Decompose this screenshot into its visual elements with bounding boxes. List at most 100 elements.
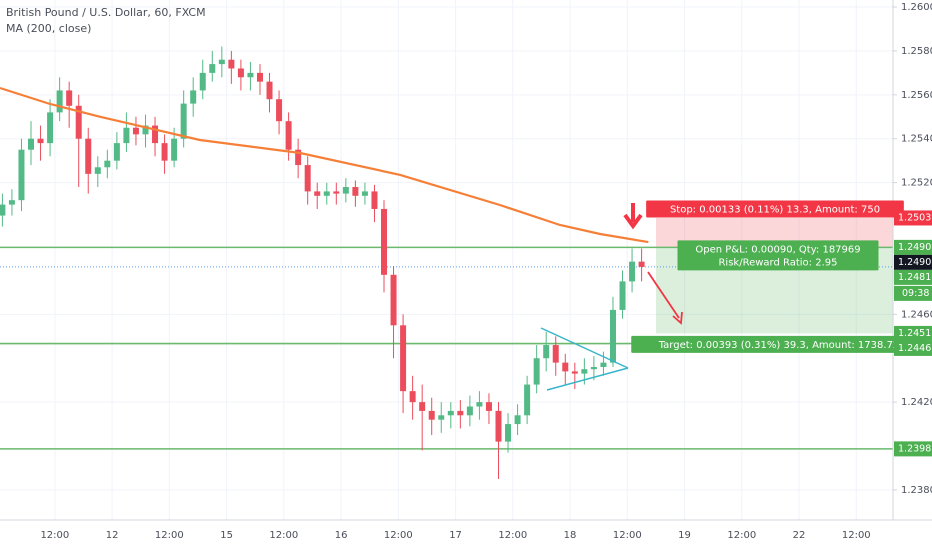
candle-body [237, 68, 244, 78]
ma-line [0, 86, 649, 244]
candle-body [466, 406, 473, 416]
label-box [631, 335, 927, 353]
candle-body [285, 121, 292, 150]
marker-arrow-head [623, 213, 643, 230]
candle-body [409, 391, 416, 403]
triangle-line [540, 327, 629, 369]
x-tick-label: 12:00 [384, 530, 413, 541]
position-label: Open P&L: 0.00090, Qty: 187969 Risk/Rewar… [677, 240, 879, 271]
drawings [540, 203, 683, 391]
candle-body [476, 402, 483, 407]
candle-body [304, 165, 311, 192]
candle-body [505, 424, 512, 442]
candle-body [132, 127, 139, 135]
candle-body [323, 191, 330, 196]
candle-body [218, 59, 225, 65]
candle-body [199, 72, 206, 91]
price-badge-label: 1.23987 [898, 443, 932, 454]
candle-body [638, 261, 645, 267]
y-tick-label: 1.24200 [901, 397, 932, 408]
candle-body [8, 200, 15, 205]
x-tick-label: 17 [449, 530, 462, 541]
candle-body [552, 345, 559, 363]
candle-body [190, 90, 197, 104]
position-label: Target: 0.00393 (0.31%) 39.3, Amount: 17… [631, 335, 927, 353]
candle-body [400, 325, 407, 392]
candle-body [562, 362, 569, 372]
x-tick-label: 16 [335, 530, 348, 541]
candle-body [600, 362, 607, 368]
candle-body [619, 281, 626, 310]
candle-body [438, 415, 445, 420]
y-tick-label: 1.25800 [901, 46, 932, 57]
x-tick-label: 15 [220, 530, 233, 541]
candle-body [495, 410, 502, 442]
candle-body [419, 402, 426, 411]
price-badge [894, 340, 932, 356]
candle-body [295, 149, 302, 166]
y-tick-label: 1.23800 [901, 485, 932, 496]
candle-body [123, 127, 130, 144]
price-badge [894, 210, 932, 226]
x-tick-label: 22 [793, 530, 806, 541]
x-tick-label: 12 [106, 530, 119, 541]
position-label: Stop: 0.00133 (0.11%) 13.3, Amount: 750 [646, 200, 904, 218]
candle-body [590, 367, 597, 370]
candle-body [0, 204, 6, 216]
candle-body [18, 149, 25, 201]
candle-body [352, 187, 359, 196]
y-tick-label: 1.24600 [901, 309, 932, 320]
price-badge [894, 254, 932, 270]
candle-body [381, 208, 388, 275]
candle-body [447, 410, 454, 416]
candle-body [485, 402, 492, 411]
price-badge-label: 1.24905 [898, 242, 932, 253]
candle-body [276, 99, 283, 122]
label-text: Risk/Reward Ratio: 2.95 [718, 257, 837, 268]
candle-body [113, 143, 120, 161]
candle-body [533, 358, 540, 385]
arrow-line [647, 271, 680, 319]
candle-body [390, 274, 397, 326]
price-badge-label: 1.24467 [898, 343, 932, 354]
candle-body [104, 160, 111, 168]
price-badge [894, 239, 932, 255]
price-badge [894, 441, 932, 457]
candle-body [543, 345, 550, 359]
candle-body [581, 369, 588, 374]
label-text: Stop: 0.00133 (0.11%) 13.3, Amount: 750 [670, 204, 880, 215]
candle-body [514, 415, 521, 425]
x-tick-label: 12:00 [727, 530, 756, 541]
candle-body [28, 138, 35, 150]
candle-body [228, 59, 235, 69]
price-badge-label: 1.24513 [898, 328, 932, 339]
triangle-line [546, 367, 629, 391]
label-text: Open P&L: 0.00090, Qty: 187969 [695, 244, 860, 255]
x-tick-label: 12:00 [269, 530, 298, 541]
price-badge-label: 1.24906 [898, 257, 932, 268]
candle-body [524, 384, 531, 416]
indicator-name: MA (200, close) [6, 22, 91, 35]
candle-body [428, 410, 435, 420]
label-text: Target: 0.00393 (0.31%) 39.3, Amount: 17… [658, 340, 900, 351]
candle-body [152, 125, 159, 144]
candle-body [56, 90, 63, 113]
chart-title: British Pound / U.S. Dollar, 60, FXCM [6, 6, 206, 19]
candle-body [171, 138, 178, 161]
x-tick-label: 12:00 [842, 530, 871, 541]
price-badge-label: 1.25039 [898, 212, 932, 223]
candle-body [161, 143, 168, 161]
candle-body [94, 167, 101, 174]
candle-body [256, 72, 263, 82]
x-tick-label: 12:00 [40, 530, 69, 541]
candle-body [609, 309, 616, 363]
countdown-label: 09:38 [902, 288, 929, 299]
y-tick-label: 1.25600 [901, 90, 932, 101]
candle-body [342, 187, 349, 194]
candle-body [75, 105, 82, 139]
candle-body [629, 261, 636, 282]
x-tick-label: 19 [678, 530, 691, 541]
price-badge [894, 269, 932, 285]
